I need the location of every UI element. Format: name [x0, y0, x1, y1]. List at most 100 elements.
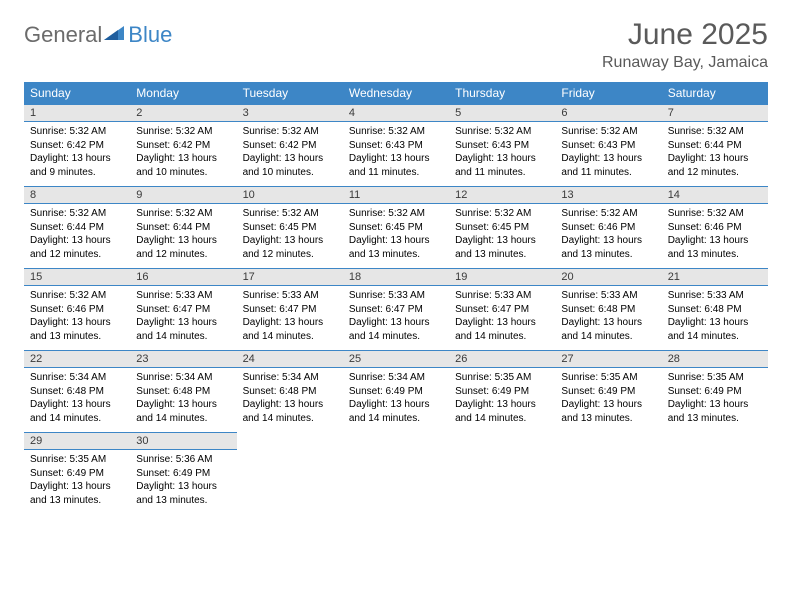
calendar-cell: 10Sunrise: 5:32 AMSunset: 6:45 PMDayligh…: [237, 186, 343, 268]
day-number: 30: [130, 432, 236, 450]
day-details: Sunrise: 5:36 AMSunset: 6:49 PMDaylight:…: [130, 450, 236, 513]
weekday-header: Friday: [555, 82, 661, 104]
day-details: Sunrise: 5:35 AMSunset: 6:49 PMDaylight:…: [24, 450, 130, 513]
day-details: Sunrise: 5:34 AMSunset: 6:49 PMDaylight:…: [343, 368, 449, 431]
daylight-line: Daylight: 13 hours and 11 minutes.: [561, 152, 655, 179]
daylight-line: Daylight: 13 hours and 14 minutes.: [136, 398, 230, 425]
daylight-line: Daylight: 13 hours and 14 minutes.: [243, 398, 337, 425]
day-number: 19: [449, 268, 555, 286]
day-number: 4: [343, 104, 449, 122]
sunset-line: Sunset: 6:48 PM: [561, 303, 655, 317]
day-number: 26: [449, 350, 555, 368]
day-details: Sunrise: 5:32 AMSunset: 6:42 PMDaylight:…: [237, 122, 343, 185]
sunset-line: Sunset: 6:45 PM: [243, 221, 337, 235]
calendar-cell: [449, 432, 555, 514]
daylight-line: Daylight: 13 hours and 12 minutes.: [668, 152, 762, 179]
day-number: 1: [24, 104, 130, 122]
daylight-line: Daylight: 13 hours and 14 minutes.: [455, 398, 549, 425]
sunrise-line: Sunrise: 5:32 AM: [561, 207, 655, 221]
day-details: Sunrise: 5:32 AMSunset: 6:43 PMDaylight:…: [555, 122, 661, 185]
daylight-line: Daylight: 13 hours and 11 minutes.: [455, 152, 549, 179]
sunset-line: Sunset: 6:42 PM: [136, 139, 230, 153]
weekday-header: Thursday: [449, 82, 555, 104]
weekday-header-row: Sunday Monday Tuesday Wednesday Thursday…: [24, 82, 768, 104]
sunset-line: Sunset: 6:42 PM: [243, 139, 337, 153]
sunrise-line: Sunrise: 5:35 AM: [561, 371, 655, 385]
logo-text-general: General: [24, 22, 102, 48]
weekday-header: Wednesday: [343, 82, 449, 104]
day-number: 7: [662, 104, 768, 122]
day-number: 17: [237, 268, 343, 286]
daylight-line: Daylight: 13 hours and 14 minutes.: [136, 316, 230, 343]
weekday-header: Saturday: [662, 82, 768, 104]
calendar-cell: 25Sunrise: 5:34 AMSunset: 6:49 PMDayligh…: [343, 350, 449, 432]
day-number: 16: [130, 268, 236, 286]
daylight-line: Daylight: 13 hours and 13 minutes.: [668, 234, 762, 261]
day-details: Sunrise: 5:32 AMSunset: 6:42 PMDaylight:…: [130, 122, 236, 185]
calendar-cell: 16Sunrise: 5:33 AMSunset: 6:47 PMDayligh…: [130, 268, 236, 350]
weekday-header: Tuesday: [237, 82, 343, 104]
day-details: Sunrise: 5:35 AMSunset: 6:49 PMDaylight:…: [449, 368, 555, 431]
sunset-line: Sunset: 6:48 PM: [668, 303, 762, 317]
calendar-cell: 28Sunrise: 5:35 AMSunset: 6:49 PMDayligh…: [662, 350, 768, 432]
sunset-line: Sunset: 6:48 PM: [243, 385, 337, 399]
sunrise-line: Sunrise: 5:32 AM: [30, 125, 124, 139]
weekday-header: Monday: [130, 82, 236, 104]
sunrise-line: Sunrise: 5:35 AM: [455, 371, 549, 385]
daylight-line: Daylight: 13 hours and 14 minutes.: [455, 316, 549, 343]
daylight-line: Daylight: 13 hours and 14 minutes.: [30, 398, 124, 425]
daylight-line: Daylight: 13 hours and 10 minutes.: [136, 152, 230, 179]
daylight-line: Daylight: 13 hours and 14 minutes.: [349, 398, 443, 425]
calendar-table: Sunday Monday Tuesday Wednesday Thursday…: [24, 82, 768, 514]
sunrise-line: Sunrise: 5:32 AM: [136, 125, 230, 139]
sunrise-line: Sunrise: 5:33 AM: [243, 289, 337, 303]
sunrise-line: Sunrise: 5:35 AM: [668, 371, 762, 385]
day-number: 27: [555, 350, 661, 368]
calendar-cell: 7Sunrise: 5:32 AMSunset: 6:44 PMDaylight…: [662, 104, 768, 186]
calendar-row: 8Sunrise: 5:32 AMSunset: 6:44 PMDaylight…: [24, 186, 768, 268]
sunset-line: Sunset: 6:49 PM: [455, 385, 549, 399]
calendar-cell: 18Sunrise: 5:33 AMSunset: 6:47 PMDayligh…: [343, 268, 449, 350]
sunset-line: Sunset: 6:46 PM: [668, 221, 762, 235]
day-number: 18: [343, 268, 449, 286]
calendar-row: 1Sunrise: 5:32 AMSunset: 6:42 PMDaylight…: [24, 104, 768, 186]
calendar-cell: 11Sunrise: 5:32 AMSunset: 6:45 PMDayligh…: [343, 186, 449, 268]
sunrise-line: Sunrise: 5:33 AM: [561, 289, 655, 303]
calendar-cell: 5Sunrise: 5:32 AMSunset: 6:43 PMDaylight…: [449, 104, 555, 186]
calendar-cell: 19 Sunrise: 5:33 AMSunset: 6:47 PMDayligh…: [449, 268, 555, 350]
calendar-cell: 6Sunrise: 5:32 AMSunset: 6:43 PMDaylight…: [555, 104, 661, 186]
triangle-icon: [104, 24, 126, 47]
sunrise-line: Sunrise: 5:32 AM: [455, 125, 549, 139]
sunrise-line: Sunrise: 5:34 AM: [243, 371, 337, 385]
calendar-cell: 21Sunrise: 5:33 AMSunset: 6:48 PMDayligh…: [662, 268, 768, 350]
calendar-cell: 24Sunrise: 5:34 AMSunset: 6:48 PMDayligh…: [237, 350, 343, 432]
sunset-line: Sunset: 6:47 PM: [243, 303, 337, 317]
sunset-line: Sunset: 6:49 PM: [30, 467, 124, 481]
sunset-line: Sunset: 6:47 PM: [455, 303, 549, 317]
daylight-line: Daylight: 13 hours and 13 minutes.: [349, 234, 443, 261]
daylight-line: Daylight: 13 hours and 10 minutes.: [243, 152, 337, 179]
day-number: 29: [24, 432, 130, 450]
day-number: 13: [555, 186, 661, 204]
daylight-line: Daylight: 13 hours and 12 minutes.: [136, 234, 230, 261]
day-details: Sunrise: 5:33 AMSunset: 6:47 PMDaylight:…: [343, 286, 449, 349]
sunset-line: Sunset: 6:43 PM: [561, 139, 655, 153]
daylight-line: Daylight: 13 hours and 14 minutes.: [243, 316, 337, 343]
daylight-line: Daylight: 13 hours and 12 minutes.: [30, 234, 124, 261]
sunrise-line: Sunrise: 5:34 AM: [30, 371, 124, 385]
calendar-row: 22Sunrise: 5:34 AMSunset: 6:48 PMDayligh…: [24, 350, 768, 432]
sunrise-line: Sunrise: 5:34 AM: [136, 371, 230, 385]
day-number: 9: [130, 186, 236, 204]
day-number: 3: [237, 104, 343, 122]
sunrise-line: Sunrise: 5:33 AM: [455, 289, 549, 303]
calendar-cell: 4Sunrise: 5:32 AMSunset: 6:43 PMDaylight…: [343, 104, 449, 186]
day-number: 21: [662, 268, 768, 286]
calendar-row: 29Sunrise: 5:35 AMSunset: 6:49 PMDayligh…: [24, 432, 768, 514]
day-details: Sunrise: 5:32 AMSunset: 6:43 PMDaylight:…: [449, 122, 555, 185]
day-details: Sunrise: 5:34 AMSunset: 6:48 PMDaylight:…: [237, 368, 343, 431]
daylight-line: Daylight: 13 hours and 13 minutes.: [30, 480, 124, 507]
sunset-line: Sunset: 6:44 PM: [30, 221, 124, 235]
day-details: Sunrise: 5:32 AMSunset: 6:46 PMDaylight:…: [555, 204, 661, 267]
sunrise-line: Sunrise: 5:33 AM: [349, 289, 443, 303]
calendar-cell: 26Sunrise: 5:35 AMSunset: 6:49 PMDayligh…: [449, 350, 555, 432]
